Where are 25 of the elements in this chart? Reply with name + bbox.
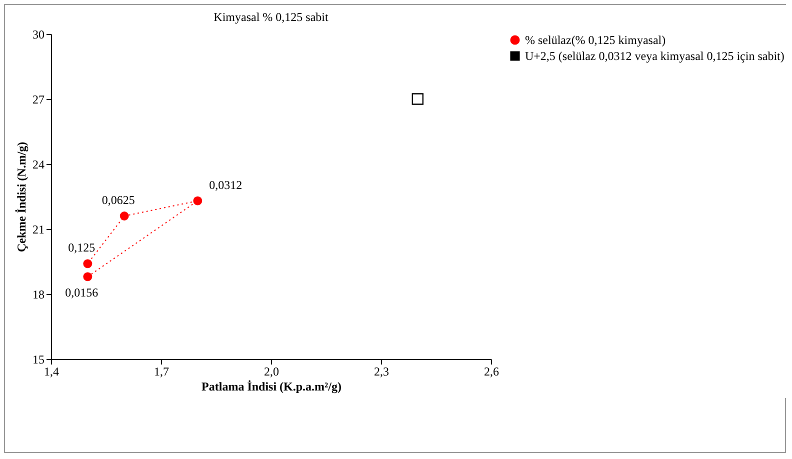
y-tick-label: 21 xyxy=(32,222,44,236)
annotation: 0,0625 xyxy=(102,193,135,207)
point xyxy=(83,259,92,268)
annotation: 0,0156 xyxy=(65,286,98,300)
point xyxy=(83,272,92,282)
x-tick-label: 1,7 xyxy=(154,364,169,378)
legend-label: % selülaz(% 0,125 kimyasal) xyxy=(525,33,666,47)
point xyxy=(412,93,424,105)
point xyxy=(120,212,129,220)
x-tick-label: 2,3 xyxy=(374,364,389,378)
legend-label: U+2,5 (selülaz 0,0312 veya kimyasal 0,125 için sabit) xyxy=(525,49,784,63)
annotation: 0,0312 xyxy=(209,178,242,192)
y-tick-label: 18 xyxy=(32,288,44,302)
y-tick-label: 24 xyxy=(32,158,44,172)
x-axis-title: Patlama İndisi (K.p.a.m²/g) xyxy=(202,380,342,394)
x-tick-label: 1,4 xyxy=(44,364,59,378)
chart-title: Kimyasal % 0,125 sabit xyxy=(214,10,329,24)
y-axis-title: Çekme İndisi (N.m/g) xyxy=(14,142,28,252)
y-tick-label: 27 xyxy=(32,92,44,106)
y-tick-label: 30 xyxy=(32,28,44,42)
annotation: 0,125 xyxy=(68,240,96,255)
x-tick-label: 2,6 xyxy=(484,364,499,378)
x-tick-label: 2,0 xyxy=(264,364,279,378)
point xyxy=(193,196,202,206)
y-tick-label: 15 xyxy=(32,352,44,366)
